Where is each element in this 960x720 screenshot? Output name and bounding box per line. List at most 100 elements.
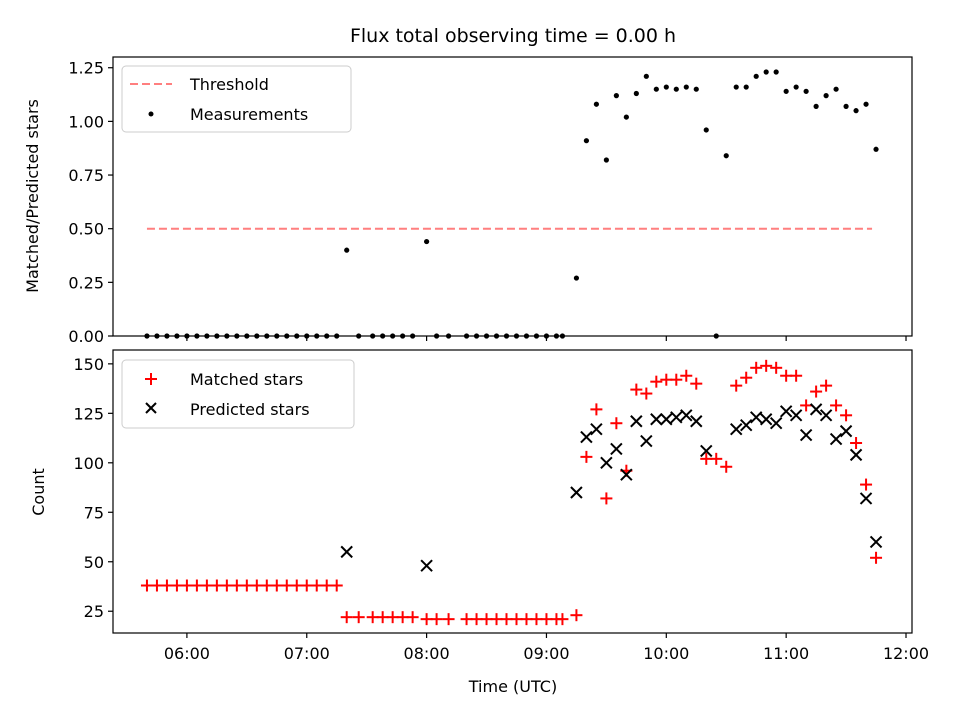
- predicted-stars-points: [340, 403, 883, 572]
- predicted-star-point: [859, 492, 873, 505]
- top-panel-frame: [112, 56, 913, 337]
- top-y-tick-label: 0.75: [68, 166, 104, 185]
- measurement-point: [623, 114, 629, 120]
- measurement-point: [673, 86, 679, 92]
- matched-star-point: [850, 437, 863, 450]
- measurement-point: [543, 333, 550, 339]
- matched-star-point: [870, 551, 883, 564]
- predicted-star-point: [640, 434, 653, 448]
- measurement-point: [370, 333, 376, 339]
- matched-star-point: [580, 450, 593, 463]
- measurement-point: [863, 101, 869, 107]
- top-y-tick-label: 0.00: [68, 327, 104, 346]
- measurement-point: [380, 333, 386, 339]
- measurement-point: [194, 333, 200, 339]
- bottom-legend-box: [121, 359, 355, 429]
- chart-title: Flux total observing time = 0.00 h: [350, 25, 676, 47]
- bottom-y-tick-label: 125: [73, 404, 104, 423]
- matched-star-point: [800, 399, 813, 412]
- top-y-tick-label: 1.00: [68, 112, 104, 131]
- measurement-point: [683, 84, 689, 90]
- bottom-panel: 25 50 75 100 125 150 06:00 07:00 08:00 09:00 10:0…: [29, 349, 929, 696]
- measurement-point: [244, 333, 250, 339]
- measurement-point: [553, 333, 560, 339]
- matched-star-point: [760, 359, 773, 372]
- measurement-point: [334, 333, 340, 339]
- predicted-star-point: [680, 409, 693, 422]
- measurement-point: [663, 84, 669, 90]
- measurement-point: [254, 333, 260, 339]
- measurement-point: [633, 90, 639, 97]
- measurement-point: [753, 73, 759, 79]
- predicted-star-point: [799, 428, 813, 442]
- matched-star-point: [630, 383, 643, 396]
- matched-star-point: [810, 385, 823, 398]
- matched-star-point: [406, 611, 419, 624]
- measurement-point: [294, 333, 300, 339]
- top-legend: Threshold Measurements: [121, 65, 352, 133]
- measurement-point: [763, 69, 769, 75]
- measurement-point: [356, 333, 362, 339]
- measurement-point: [184, 333, 190, 339]
- measurement-point: [583, 138, 590, 144]
- predicted-star-point: [829, 432, 843, 446]
- predicted-star-point: [779, 405, 793, 418]
- matched-star-point: [442, 613, 455, 626]
- matched-star-point: [830, 399, 843, 412]
- bottom-y-tick-label: 100: [73, 454, 104, 473]
- bottom-y-axis-label: Count: [29, 468, 48, 516]
- measurement-point: [573, 275, 580, 281]
- measurement-point: [304, 333, 310, 339]
- matched-star-point: [720, 460, 733, 473]
- measurement-point: [783, 88, 789, 94]
- predicted-star-point: [690, 415, 703, 428]
- measurement-point: [793, 84, 799, 90]
- matched-star-point: [590, 403, 603, 416]
- measurement-point: [204, 333, 210, 339]
- predicted-star-point: [839, 424, 853, 438]
- measurement-point: [693, 86, 699, 92]
- legend-measurements-label: Measurements: [190, 105, 308, 124]
- measurement-point: [473, 333, 480, 339]
- measurement-point: [164, 333, 170, 339]
- predicted-star-point: [620, 468, 633, 481]
- predicted-star-point: [570, 486, 583, 499]
- legend-threshold-label: Threshold: [189, 75, 269, 94]
- measurement-point: [813, 103, 819, 109]
- predicted-star-point: [660, 413, 673, 426]
- measurement-point: [224, 333, 230, 339]
- predicted-star-point: [650, 413, 663, 426]
- measurement-point: [803, 88, 809, 94]
- matched-star-point: [680, 369, 693, 382]
- matched-star-point: [790, 369, 803, 382]
- matched-star-point: [600, 492, 613, 505]
- measurements-points: [144, 69, 879, 339]
- bottom-panel-frame: [112, 349, 913, 634]
- measurement-point: [144, 333, 150, 339]
- predicted-star-point: [769, 417, 783, 430]
- measurement-point: [445, 333, 452, 339]
- predicted-star-point: [869, 535, 883, 549]
- measurement-point: [723, 153, 729, 159]
- measurement-point: [274, 333, 280, 339]
- measurement-point: [593, 101, 599, 107]
- measurement-point: [264, 333, 270, 339]
- predicted-star-point: [600, 456, 613, 470]
- measurement-point: [743, 84, 749, 90]
- top-legend-box: [121, 65, 352, 133]
- measurement-point: [653, 86, 659, 92]
- top-y-tick-label: 0.50: [68, 220, 104, 239]
- bottom-x-tick-label: 11:00: [763, 644, 809, 663]
- measurement-point: [344, 247, 350, 253]
- legend-predicted-label: Predicted stars: [190, 400, 310, 419]
- measurement-point: [873, 146, 879, 152]
- bottom-x-tick-label: 12:00: [883, 644, 929, 663]
- predicted-star-point: [849, 448, 863, 462]
- predicted-star-point: [740, 418, 753, 432]
- matched-star-point: [570, 609, 583, 622]
- measurement-point: [823, 93, 829, 99]
- predicted-star-point: [670, 411, 683, 424]
- predicted-star-point: [700, 444, 713, 458]
- measurement-point: [234, 333, 240, 339]
